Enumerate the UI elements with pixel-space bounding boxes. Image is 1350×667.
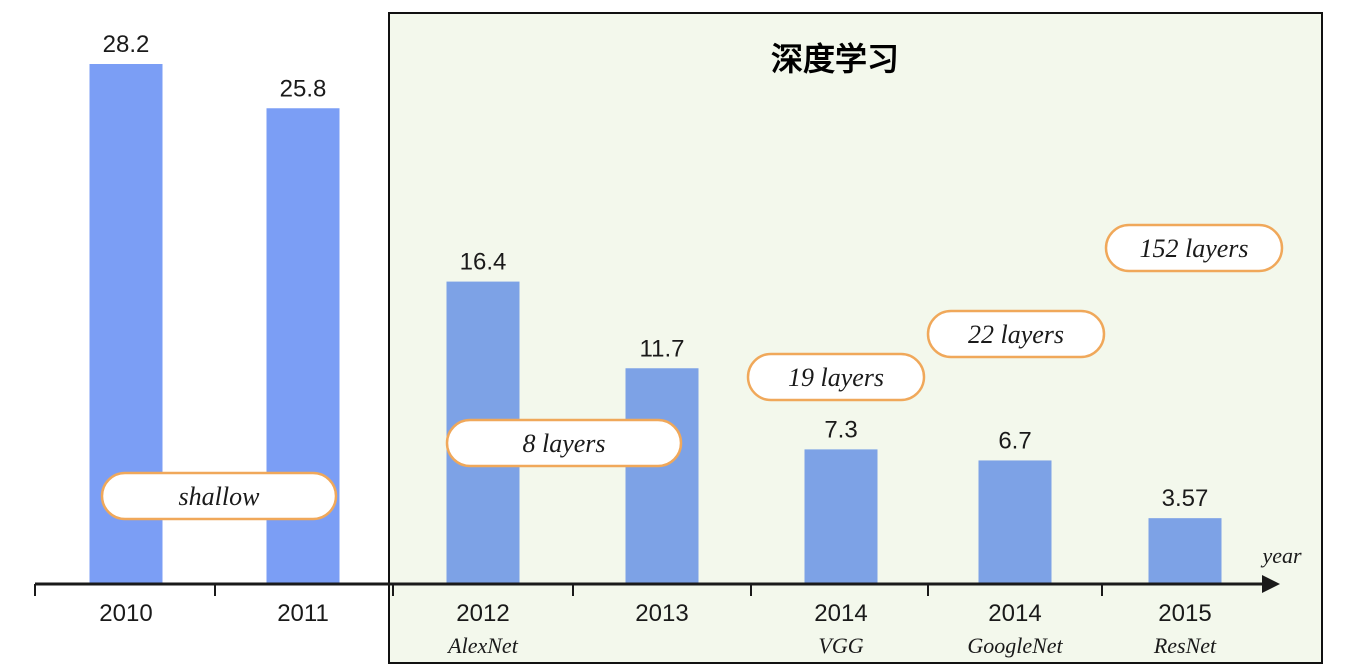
bar-2014-5 (978, 460, 1052, 584)
model-label: VGG (818, 633, 863, 658)
annotation-pill (746, 352, 926, 402)
annotation-pills-group: shallow 8 layers 19 layers 22 layers 152 lay… (100, 223, 1284, 521)
value-label: 7.3 (824, 416, 857, 443)
x-axis-label: year (1260, 543, 1302, 568)
model-label: GoogleNet (967, 633, 1063, 658)
bar-2014-4 (804, 449, 878, 584)
x-tick-label: 2014 (814, 600, 867, 627)
bar-2013-3 (625, 368, 699, 584)
annotation-label: 152 layers (1139, 234, 1248, 263)
annotation-label: shallow (179, 482, 261, 511)
value-label: 3.57 (1162, 485, 1209, 512)
x-axis-arrowhead (1262, 575, 1280, 593)
x-ticks-group (34, 584, 1103, 596)
annotation-label: 19 layers (788, 363, 884, 392)
x-tick-label: 2014 (988, 600, 1041, 627)
value-label: 25.8 (280, 75, 327, 102)
model-label: ResNet (1153, 633, 1217, 658)
value-label: 11.7 (640, 335, 685, 362)
annotation-pill (100, 471, 338, 521)
bar-2015-6 (1148, 518, 1222, 584)
chart-title: 深度学习 (771, 40, 899, 78)
value-label: 16.4 (460, 249, 507, 276)
x-tick-label: 2011 (277, 600, 329, 627)
annotation-pill (445, 418, 683, 468)
value-label: 28.2 (103, 31, 150, 58)
annotation-pill (926, 309, 1106, 359)
x-tick-label: 2012 (456, 600, 509, 627)
model-label: AlexNet (446, 633, 519, 658)
value-label: 6.7 (998, 427, 1031, 454)
x-tick-labels-group: 2010 2011 2012 AlexNet 2013 2014 VGG 2014 Google… (99, 600, 1217, 658)
annotation-label: 22 layers (968, 320, 1064, 349)
x-tick-label: 2013 (635, 600, 688, 627)
x-tick-label: 2010 (99, 600, 152, 627)
value-labels-group: 28.2 25.8 16.4 11.7 7.3 6.7 3.57 (103, 31, 1209, 512)
annotation-pill (1104, 223, 1284, 273)
annotation-label: 8 layers (522, 429, 605, 458)
x-tick-label: 2015 (1158, 600, 1211, 627)
